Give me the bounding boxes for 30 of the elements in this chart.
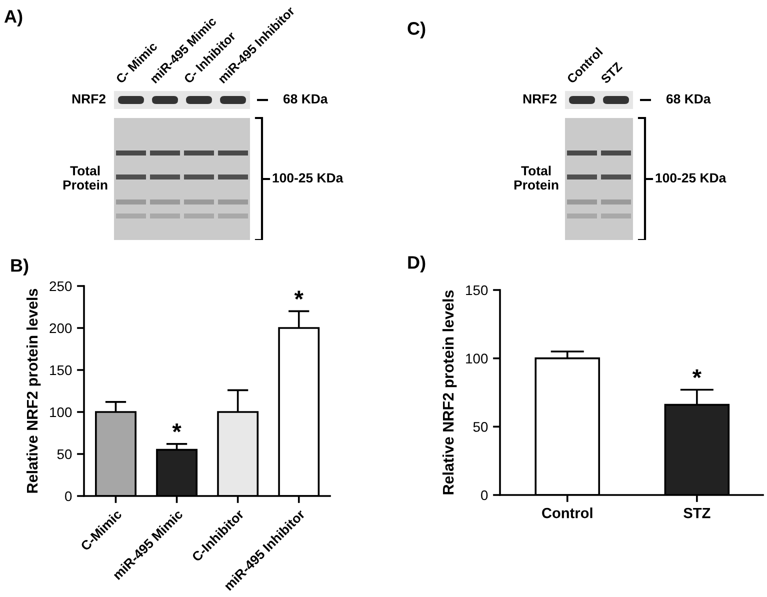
y-tick-label: 150 [466,285,488,296]
x-tick-label: Control [542,508,592,518]
annotation: * [692,369,702,378]
chart-title: D) [408,256,426,272]
y-tick-label: 150 [50,365,72,376]
text: Total Protein [63,166,108,190]
text: C) [408,22,426,38]
y-tick-label: 0 [481,490,488,500]
annotation: * [172,424,182,432]
y-tick-label: 50 [57,449,72,460]
text: 100-25 KDa [656,173,726,183]
category-label: STZ [600,62,623,84]
text: 68 KDa [666,94,711,104]
y-tick-label: 100 [50,407,72,418]
text: NRF2 [72,94,106,104]
y-tick-label: 0 [65,491,72,502]
y-tick-label: 100 [466,354,488,364]
y-tick-label: 50 [473,422,488,432]
y-axis-title: Relative NRF2 protein levels [26,288,41,493]
chart-title: B) [11,258,28,276]
text: A) [4,10,22,26]
text: Total Protein [514,166,558,190]
y-tick-label: 250 [50,281,72,292]
annotation: * [294,290,304,300]
text: NRF2 [523,94,556,104]
y-tick-label: 200 [50,323,72,334]
text: 68 KDa [283,94,328,104]
text: 100-25 KDa [272,173,344,183]
y-axis-title: Relative NRF2 protein levels [442,290,457,494]
x-tick-label: STZ [684,508,710,518]
